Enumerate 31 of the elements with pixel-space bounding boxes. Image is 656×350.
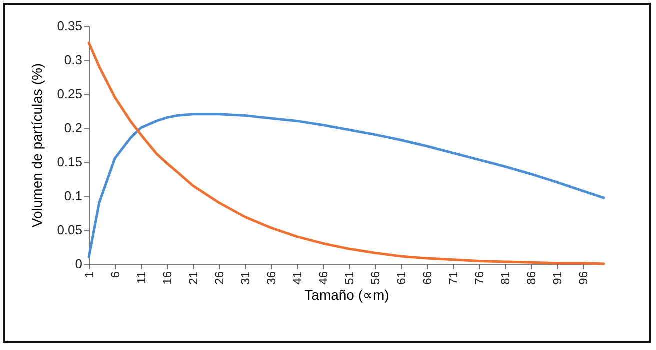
x-tick-label: 6 xyxy=(108,271,123,278)
x-tick-label: 21 xyxy=(186,271,201,285)
x-axis-title: Tamaño (∝m) xyxy=(304,286,390,303)
line-series xyxy=(88,113,606,258)
x-tick-label: 81 xyxy=(498,271,513,285)
y-tick-label: 0.05 xyxy=(57,222,82,238)
x-tick-label: 11 xyxy=(134,271,149,284)
x-tick-label: 66 xyxy=(420,271,435,285)
x-tick-label: 91 xyxy=(550,271,565,285)
y-tick-label: 0.3 xyxy=(64,52,82,68)
x-tick-label: 46 xyxy=(316,271,331,285)
x-tick-label: 86 xyxy=(524,271,539,285)
y-tick-label: 0 xyxy=(75,256,82,272)
y-tick-label: 0.2 xyxy=(64,120,82,136)
x-tick-label: 56 xyxy=(368,271,383,285)
x-tick-label: 76 xyxy=(472,271,487,285)
y-axis-title: Volumen de partículas (%) xyxy=(29,63,46,228)
x-tick-label: 51 xyxy=(342,271,357,285)
x-tick-label: 26 xyxy=(212,271,227,285)
x-tick-label: 31 xyxy=(238,271,253,285)
y-tick-label: 0.15 xyxy=(57,154,82,170)
x-tick-label: 41 xyxy=(290,271,305,285)
x-tick-label: 61 xyxy=(394,271,409,285)
x-tick-label: 71 xyxy=(446,271,461,285)
x-tick-label: 96 xyxy=(576,271,591,285)
x-tick-label: 16 xyxy=(160,271,175,285)
y-tick-label: 0.1 xyxy=(64,188,82,204)
y-tick-label: 0.35 xyxy=(57,18,82,34)
y-tick-label: 0.25 xyxy=(57,86,82,102)
x-tick-label: 36 xyxy=(264,271,279,285)
x-tick-label: 1 xyxy=(82,271,96,278)
